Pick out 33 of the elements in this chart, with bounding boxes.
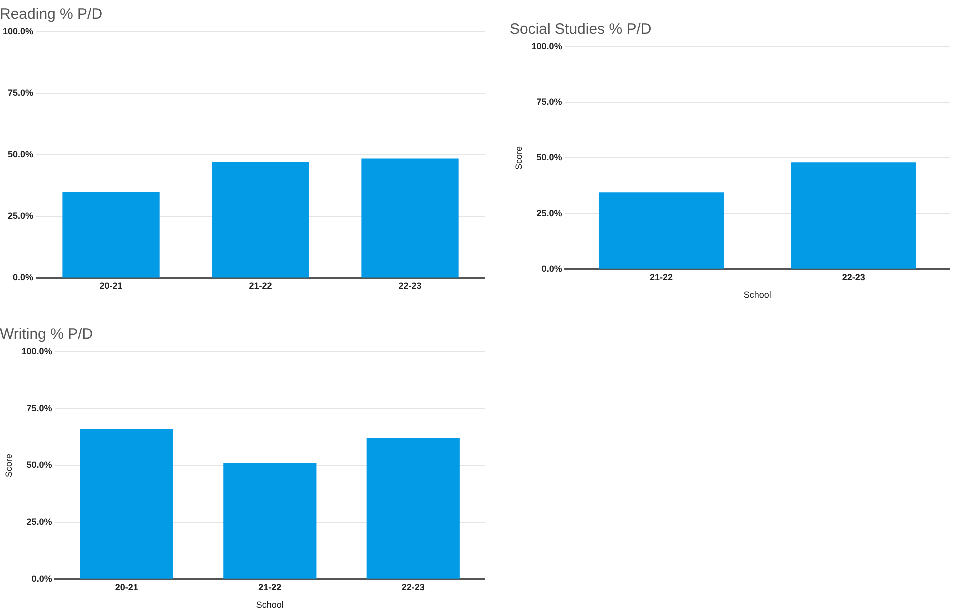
x-tick-label: 20-21 (100, 281, 123, 292)
y-tick-label: 100.0% (22, 346, 52, 356)
chart-title: Social Studies % P/D (510, 21, 652, 38)
bar (224, 463, 317, 579)
y-tick-label: 50.0% (536, 152, 562, 163)
y-tick-label: 25.0% (8, 211, 34, 222)
y-tick-label: 75.0% (536, 97, 562, 108)
y-axis-title: Score (4, 454, 14, 478)
y-tick-label: 50.0% (26, 460, 52, 470)
x-tick-label: 21-22 (650, 272, 674, 282)
x-tick-label: 22-23 (842, 272, 866, 282)
y-tick-label: 0.0% (542, 264, 562, 274)
x-tick-label: 20-21 (115, 582, 138, 592)
chart-title: Writing % P/D (0, 326, 94, 344)
y-tick-label: 100.0% (532, 41, 562, 52)
x-axis-title: School (744, 290, 772, 300)
y-tick-label: 0.0% (32, 574, 52, 584)
x-axis-title: School (256, 600, 284, 610)
bar (80, 429, 174, 579)
x-tick-label: 22-23 (398, 281, 422, 292)
y-tick-label: 50.0% (8, 150, 34, 160)
y-tick-label: 75.0% (8, 88, 34, 98)
y-tick-label: 0.0% (13, 272, 34, 283)
bar (366, 438, 460, 579)
x-tick-label: 21-22 (258, 582, 282, 592)
y-tick-label: 75.0% (26, 403, 52, 414)
x-tick-label: 21-22 (249, 281, 272, 292)
chart-title: Reading % P/D (0, 6, 103, 24)
y-axis-title: Score (514, 146, 524, 170)
y-tick-label: 25.0% (26, 517, 52, 528)
y-tick-label: 25.0% (536, 208, 562, 218)
y-tick-label: 100.0% (2, 26, 34, 36)
x-tick-label: 22-23 (402, 582, 425, 592)
